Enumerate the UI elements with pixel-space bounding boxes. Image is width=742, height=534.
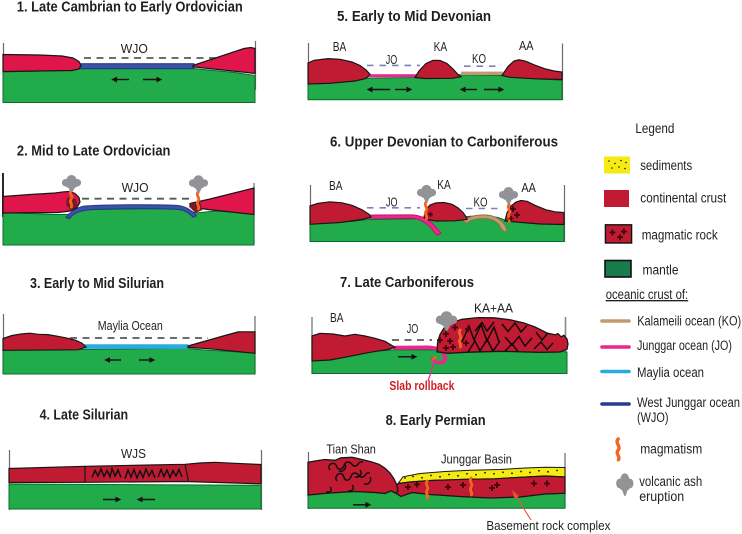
svg-text:volcanic ash: volcanic ash (639, 474, 702, 489)
svg-text:Kalameili ocean (KO): Kalameili ocean (KO) (637, 314, 741, 329)
svg-text:West Junggar ocean: West Junggar ocean (637, 395, 740, 410)
svg-text:BA: BA (330, 310, 344, 325)
svg-text:KA: KA (434, 39, 448, 54)
svg-text:JO: JO (407, 321, 419, 336)
svg-text:KA: KA (437, 177, 451, 192)
svg-text:(WJO): (WJO) (637, 410, 669, 425)
svg-text:WJS: WJS (121, 446, 146, 461)
svg-text:BA: BA (329, 178, 343, 193)
svg-text:KA+AA: KA+AA (474, 301, 513, 316)
svg-text:Junggar ocean (JO): Junggar ocean (JO) (637, 338, 732, 353)
svg-text:WJO: WJO (121, 41, 148, 56)
svg-text:Junggar Basin: Junggar Basin (441, 452, 512, 467)
svg-text:4. Late Silurian: 4. Late Silurian (40, 408, 129, 424)
svg-text:Maylia ocean: Maylia ocean (637, 365, 704, 380)
svg-text:mantle: mantle (643, 263, 679, 278)
svg-text:Slab rollback: Slab rollback (389, 379, 454, 393)
svg-text:1. Late Cambrian to Early Ordo: 1. Late Cambrian to Early Ordovician (17, 0, 243, 16)
svg-text:eruption: eruption (639, 489, 684, 504)
svg-text:JO: JO (386, 52, 398, 67)
svg-text:Basement rock complex: Basement rock complex (486, 518, 610, 533)
svg-text:oceanic crust of:: oceanic crust of: (606, 287, 689, 302)
svg-text:7. Late Carboniferous: 7. Late Carboniferous (340, 275, 474, 291)
svg-text:AA: AA (519, 38, 534, 53)
svg-text:Legend: Legend (635, 121, 674, 136)
svg-text:JO: JO (386, 195, 398, 210)
svg-text:continental crust: continental crust (640, 190, 726, 205)
svg-text:2. Mid to Late Ordovician: 2. Mid to Late Ordovician (17, 144, 171, 160)
svg-text:BA: BA (333, 39, 347, 54)
svg-text:6. Upper Devonian to Carbonife: 6. Upper Devonian to Carboniferous (330, 135, 558, 151)
svg-text:KO: KO (472, 51, 486, 66)
svg-text:Maylia Ocean: Maylia Ocean (98, 318, 163, 333)
svg-text:WJO: WJO (122, 180, 149, 195)
svg-text:5. Early to Mid Devonian: 5. Early to Mid Devonian (337, 9, 491, 25)
svg-text:magmatic rock: magmatic rock (642, 228, 718, 243)
svg-text:3. Early to Mid Silurian: 3. Early to Mid Silurian (30, 276, 164, 292)
svg-text:AA: AA (521, 180, 536, 195)
svg-text:KO: KO (474, 195, 488, 210)
svg-text:magmatism: magmatism (640, 442, 702, 457)
svg-text:8. Early Permian: 8. Early Permian (386, 413, 486, 429)
svg-text:sediments: sediments (640, 158, 692, 173)
svg-text:Tian Shan: Tian Shan (326, 441, 376, 456)
